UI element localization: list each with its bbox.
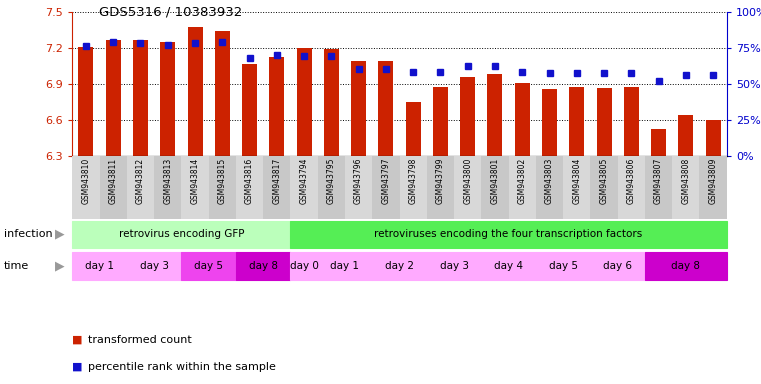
Bar bbox=[678, 115, 693, 156]
Text: GSM943813: GSM943813 bbox=[164, 157, 172, 204]
Text: retrovirus encoding GFP: retrovirus encoding GFP bbox=[119, 229, 244, 239]
Text: GSM943808: GSM943808 bbox=[681, 157, 690, 204]
Text: day 8: day 8 bbox=[671, 261, 700, 271]
Text: GSM943806: GSM943806 bbox=[627, 157, 635, 204]
Bar bbox=[624, 86, 638, 156]
Bar bbox=[269, 57, 285, 156]
Text: GSM943795: GSM943795 bbox=[327, 157, 336, 204]
Bar bbox=[215, 31, 230, 156]
Bar bbox=[542, 89, 557, 156]
Text: transformed count: transformed count bbox=[88, 335, 191, 345]
Text: GSM943809: GSM943809 bbox=[708, 157, 718, 204]
Text: GSM943814: GSM943814 bbox=[190, 157, 199, 204]
Text: day 5: day 5 bbox=[194, 261, 223, 271]
Bar bbox=[161, 41, 175, 156]
Text: percentile rank within the sample: percentile rank within the sample bbox=[88, 362, 275, 372]
Bar bbox=[297, 48, 311, 156]
Bar bbox=[705, 120, 721, 156]
Bar bbox=[460, 77, 475, 156]
Text: GSM943797: GSM943797 bbox=[381, 157, 390, 204]
Text: GSM943798: GSM943798 bbox=[409, 157, 418, 204]
Text: day 2: day 2 bbox=[385, 261, 414, 271]
Text: time: time bbox=[4, 261, 29, 271]
Text: retroviruses encoding the four transcription factors: retroviruses encoding the four transcrip… bbox=[374, 229, 643, 239]
Text: GSM943796: GSM943796 bbox=[354, 157, 363, 204]
Bar bbox=[187, 27, 202, 156]
Text: GSM943807: GSM943807 bbox=[654, 157, 663, 204]
Text: day 3: day 3 bbox=[440, 261, 469, 271]
Bar bbox=[433, 86, 448, 156]
Text: GDS5316 / 10383932: GDS5316 / 10383932 bbox=[99, 6, 242, 19]
Text: day 3: day 3 bbox=[139, 261, 169, 271]
Text: ■: ■ bbox=[72, 335, 83, 345]
Bar bbox=[569, 87, 584, 156]
Text: GSM943810: GSM943810 bbox=[81, 157, 91, 204]
Text: day 1: day 1 bbox=[85, 261, 114, 271]
Text: ▶: ▶ bbox=[55, 260, 64, 272]
Text: infection: infection bbox=[4, 229, 53, 239]
Text: GSM943800: GSM943800 bbox=[463, 157, 472, 204]
Text: GSM943816: GSM943816 bbox=[245, 157, 254, 204]
Bar bbox=[406, 101, 421, 156]
Text: GSM943799: GSM943799 bbox=[436, 157, 445, 204]
Text: GSM943815: GSM943815 bbox=[218, 157, 227, 204]
Text: day 5: day 5 bbox=[549, 261, 578, 271]
Bar bbox=[514, 83, 530, 156]
Text: day 4: day 4 bbox=[494, 261, 523, 271]
Text: ■: ■ bbox=[72, 362, 83, 372]
Bar bbox=[351, 61, 366, 156]
Text: GSM943801: GSM943801 bbox=[491, 157, 499, 204]
Text: GSM943811: GSM943811 bbox=[109, 157, 118, 204]
Text: GSM943812: GSM943812 bbox=[136, 157, 145, 204]
Text: day 1: day 1 bbox=[330, 261, 359, 271]
Text: GSM943804: GSM943804 bbox=[572, 157, 581, 204]
Text: GSM943802: GSM943802 bbox=[517, 157, 527, 204]
Text: day 0: day 0 bbox=[290, 261, 319, 271]
Bar bbox=[242, 64, 257, 156]
Text: GSM943817: GSM943817 bbox=[272, 157, 282, 204]
Bar bbox=[651, 129, 666, 156]
Bar bbox=[378, 61, 393, 156]
Bar bbox=[106, 40, 121, 156]
Bar bbox=[78, 47, 94, 156]
Text: ▶: ▶ bbox=[55, 228, 64, 241]
Bar bbox=[324, 49, 339, 156]
Text: day 8: day 8 bbox=[249, 261, 278, 271]
Text: GSM943794: GSM943794 bbox=[300, 157, 308, 204]
Text: day 6: day 6 bbox=[603, 261, 632, 271]
Text: GSM943803: GSM943803 bbox=[545, 157, 554, 204]
Bar bbox=[133, 40, 148, 156]
Bar bbox=[597, 88, 612, 156]
Bar bbox=[488, 74, 502, 156]
Text: GSM943805: GSM943805 bbox=[600, 157, 609, 204]
